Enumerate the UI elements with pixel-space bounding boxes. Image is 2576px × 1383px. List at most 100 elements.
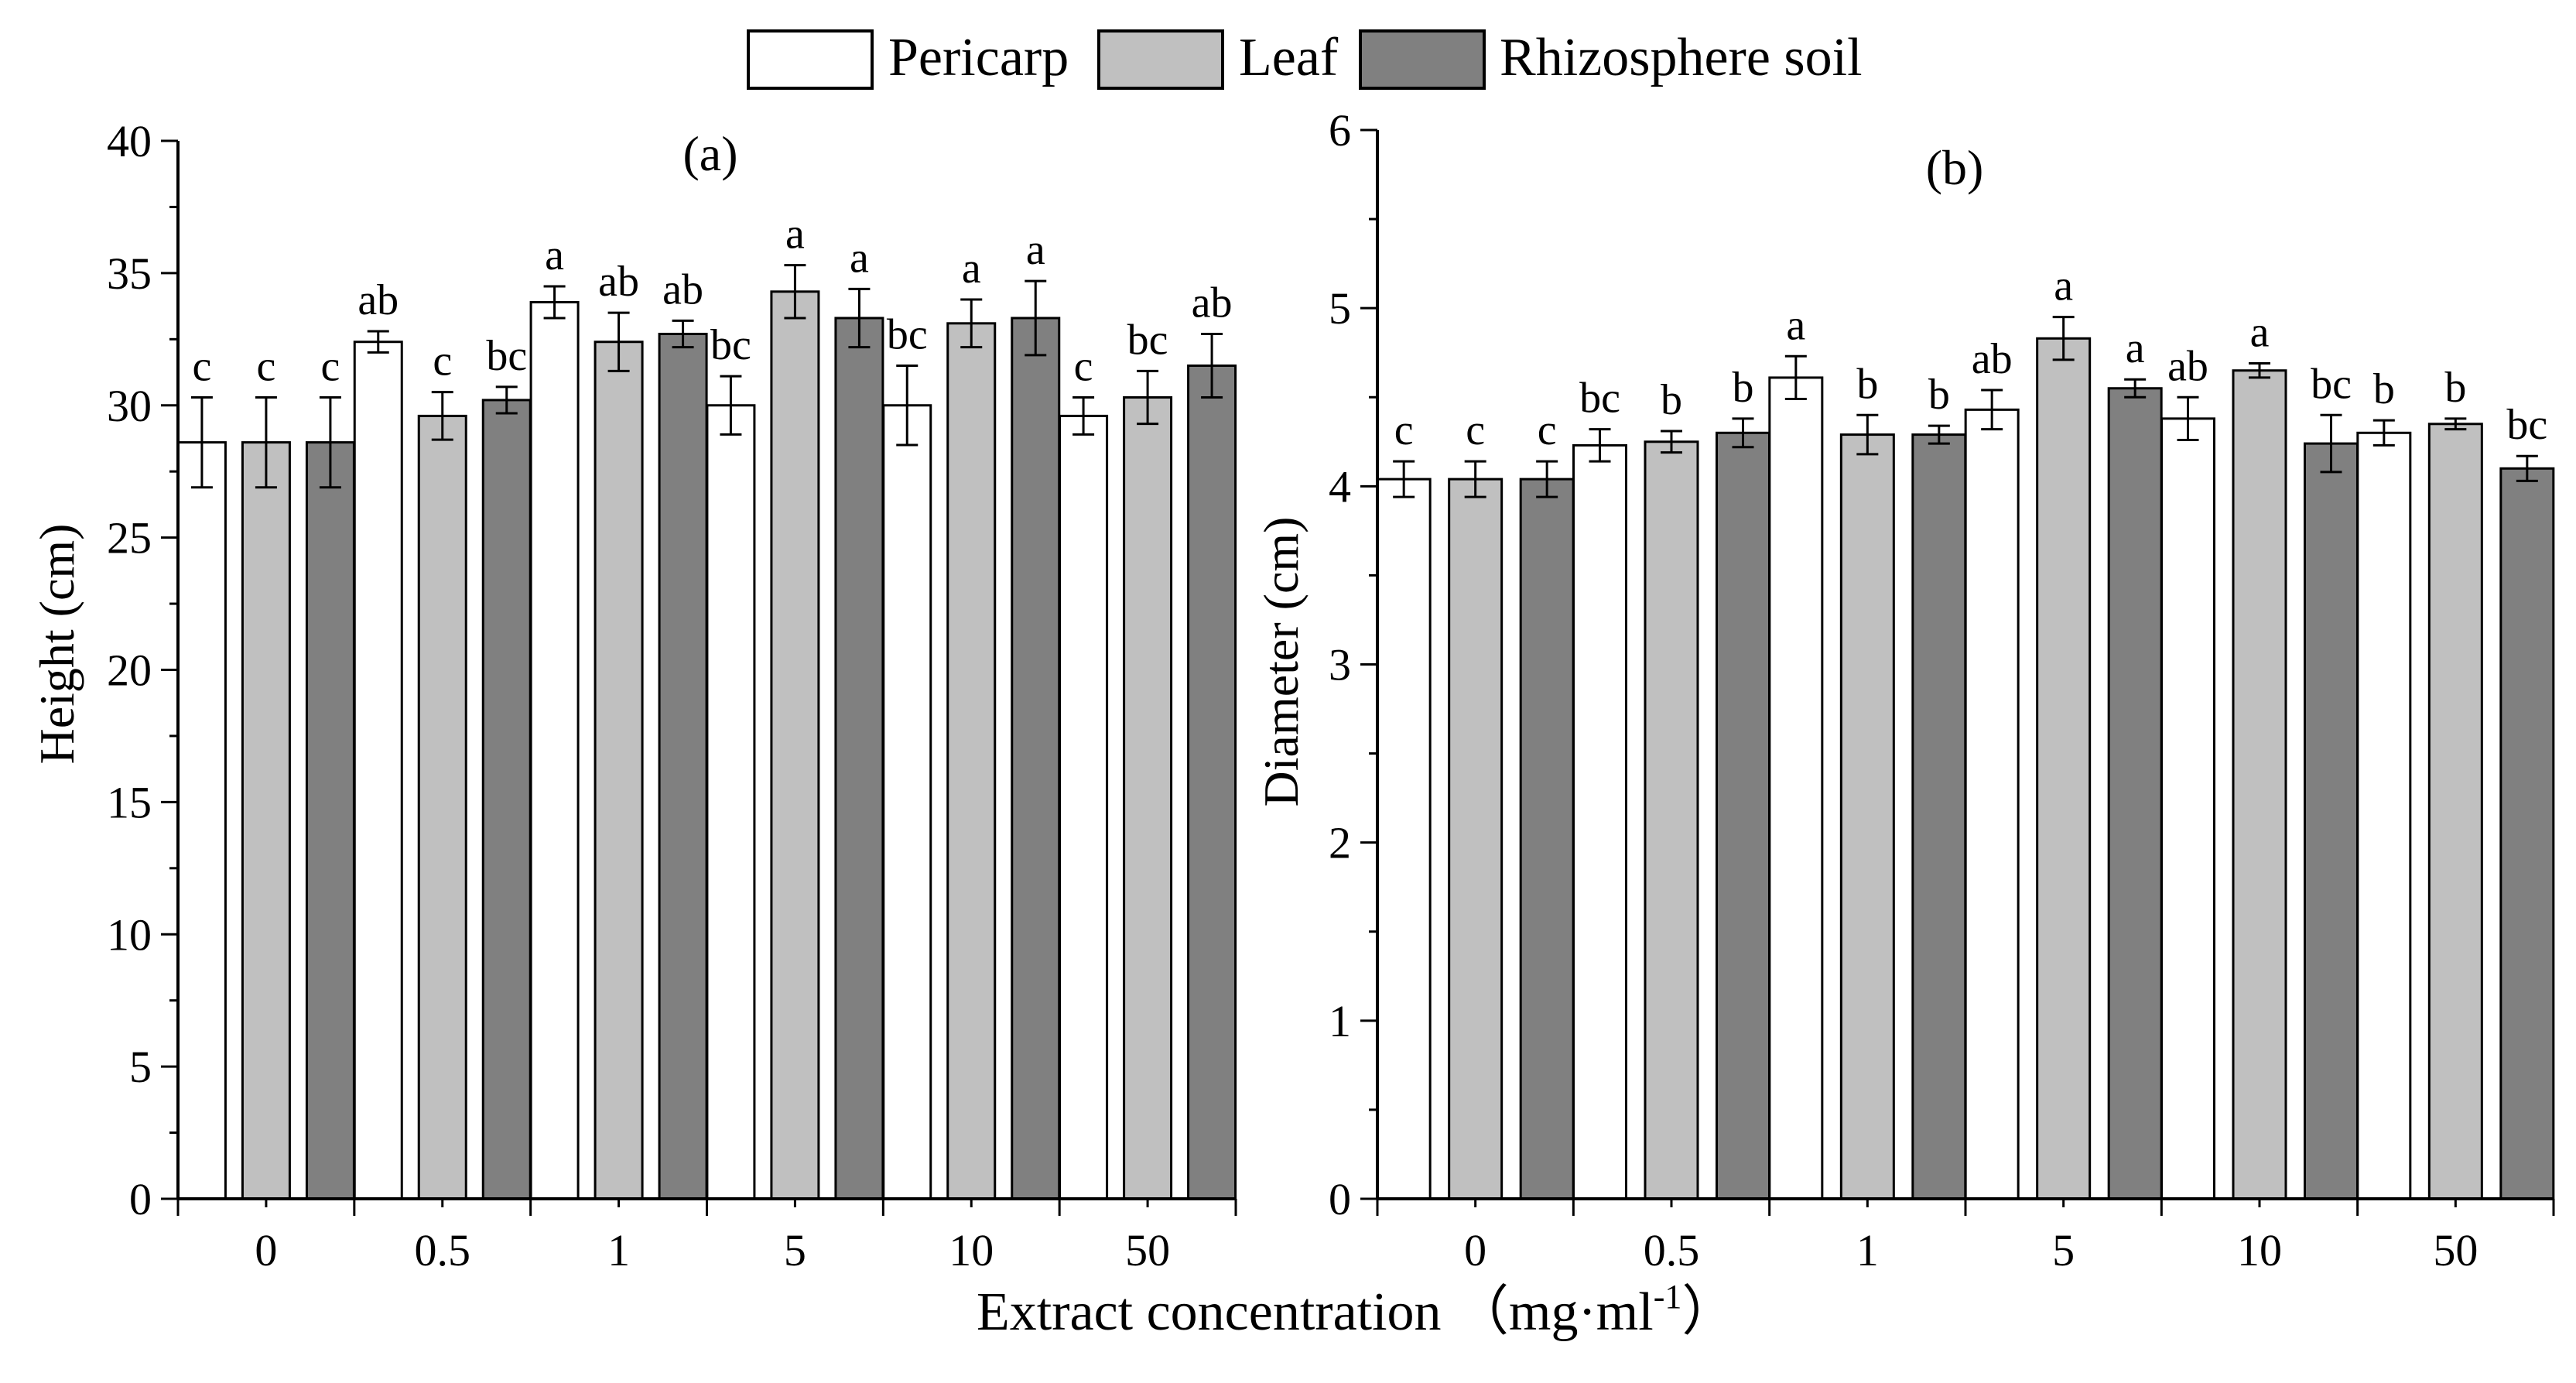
chart-b-y-tick-label: 0 — [1329, 1174, 1351, 1224]
chart-a-bar — [834, 317, 884, 1200]
chart-a-significance-label: c — [256, 342, 275, 390]
chart-b-significance-label: b — [1928, 371, 1950, 419]
chart-a-significance-label: c — [433, 337, 452, 385]
chart-a-significance-label: c — [192, 342, 211, 390]
chart-a-significance-label: bc — [486, 332, 527, 380]
chart-a-bar — [882, 404, 932, 1200]
chart-a-bar — [241, 441, 291, 1200]
chart-a-title: (a) — [682, 126, 737, 181]
chart-b-x-tick-label: 0.5 — [1644, 1225, 1700, 1275]
chart-b-x-tick-label: 5 — [2052, 1225, 2075, 1275]
chart-b-x-tick-label: 1 — [1856, 1225, 1879, 1275]
chart-b-significance-label: c — [1466, 406, 1485, 454]
legend: Pericarp Leaf Rhizosphere soil — [747, 28, 1863, 90]
chart-a-bar — [594, 341, 644, 1200]
chart-a-y-tick-label: 0 — [129, 1174, 152, 1224]
chart-a-significance-label: c — [320, 342, 340, 390]
chart-a-y-tick-label: 10 — [107, 909, 152, 960]
chart-a-significance-label: a — [850, 234, 869, 282]
chart-a-bar — [658, 332, 708, 1200]
chart-b-significance-label: a — [2126, 324, 2145, 372]
chart-b-bar — [1964, 408, 2020, 1200]
chart-b-significance-label: ab — [1972, 335, 2013, 383]
chart-a-significance-label: a — [785, 211, 805, 258]
chart-b-significance-label: bc — [2311, 360, 2352, 408]
chart-a-bar — [529, 300, 580, 1200]
chart-a-x-tick-label: 0 — [255, 1225, 277, 1275]
chart-b-significance-label: a — [1786, 301, 1805, 349]
chart-a-significance-label: a — [962, 245, 981, 293]
chart-b-significance-label: b — [2373, 365, 2395, 413]
chart-b-x-tick-label: 50 — [2433, 1225, 2478, 1275]
chart-a-y-tick-label: 20 — [107, 645, 152, 696]
chart-b-significance-label: ab — [2167, 342, 2208, 390]
chart-b-significance-label: b — [1733, 364, 1754, 412]
chart-a-significance-label: bc — [887, 310, 928, 358]
chart-a-significance-label: ab — [662, 265, 703, 313]
chart-b-bar — [1644, 440, 1699, 1200]
chart-b-y-tick-label: 4 — [1329, 461, 1351, 512]
chart-a-bar — [946, 322, 997, 1200]
legend-swatch-rhizosphere-soil — [1359, 29, 1486, 90]
chart-a-y-tick-label: 5 — [129, 1042, 152, 1092]
chart-b-significance-label: a — [2250, 309, 2270, 357]
chart-b-bar — [2160, 417, 2215, 1200]
chart-a-x-tick-label: 50 — [1125, 1225, 1170, 1275]
chart-a-y-tick-label: 25 — [107, 513, 152, 563]
chart-b-bar — [1572, 443, 1627, 1200]
chart-a-significance-label: bc — [710, 321, 751, 369]
chart-b-bar — [2036, 337, 2092, 1200]
chart-b-significance-label: bc — [2506, 401, 2547, 449]
chart-b-bar — [1448, 478, 1504, 1200]
chart-b-significance-label: b — [2444, 364, 2466, 412]
legend-label-leaf: Leaf — [1239, 28, 1339, 87]
chart-b-significance-label: a — [2054, 262, 2073, 310]
chart-b-bar — [1716, 431, 1770, 1200]
chart-a-y-tick-label: 15 — [107, 777, 152, 827]
chart-a-bar — [706, 404, 756, 1200]
chart-b-y-tick-label: 1 — [1329, 996, 1351, 1046]
chart-b-significance-label: c — [1538, 406, 1557, 454]
chart-a-bar — [176, 441, 227, 1200]
chart-b-y-tick-label: 3 — [1329, 640, 1351, 690]
chart-a-significance-label: bc — [1127, 316, 1168, 364]
chart-a-bar — [481, 399, 532, 1200]
chart-b-title: (b) — [1926, 140, 1984, 195]
chart-a-bar — [770, 290, 820, 1200]
chart-b-bar — [2356, 431, 2412, 1200]
chart-a-x-tick-label: 10 — [949, 1225, 994, 1275]
chart-a-x-tick-label: 5 — [784, 1225, 806, 1275]
chart-b-y-tick-label: 6 — [1329, 105, 1351, 156]
x-axis-title-text: Extract concentration （mg·ml — [977, 1282, 1654, 1342]
chart-b-bar — [2304, 442, 2359, 1200]
chart-a-bar — [1187, 364, 1237, 1200]
chart-b-significance-label: c — [1394, 406, 1414, 454]
chart-b-bar — [1768, 376, 1824, 1200]
x-axis-title-close: ） — [1681, 1282, 1736, 1342]
chart-b-bar — [1911, 433, 1967, 1200]
chart-b-y-tick-label: 2 — [1329, 818, 1351, 868]
chart-a-x-tick-label: 0.5 — [415, 1225, 471, 1275]
chart-b-bar — [2107, 387, 2163, 1200]
legend-swatch-leaf — [1097, 29, 1224, 90]
chart-a-bar — [1059, 414, 1109, 1200]
chart-a-y-tick-label: 30 — [107, 381, 152, 431]
chart-a-significance-label: a — [1026, 226, 1045, 274]
x-axis-title-superscript: -1 — [1654, 1278, 1682, 1316]
x-axis-title: Extract concentration （mg·ml-1） — [977, 1278, 1736, 1342]
chart-b-significance-label: b — [1856, 360, 1878, 408]
chart-a-significance-label: ab — [1192, 279, 1233, 327]
chart-b-x-tick-label: 0 — [1464, 1225, 1486, 1275]
chart-a-bar — [1011, 317, 1061, 1200]
chart-a-x-tick-label: 1 — [607, 1225, 630, 1275]
chart-b-bar — [1839, 433, 1895, 1200]
chart-b-significance-label: b — [1661, 376, 1682, 424]
chart-b-bar — [1376, 478, 1432, 1200]
chart-a-significance-label: a — [545, 231, 564, 279]
chart-a-y-tick-label: 35 — [107, 248, 152, 299]
chart-b-x-tick-label: 10 — [2237, 1225, 2282, 1275]
